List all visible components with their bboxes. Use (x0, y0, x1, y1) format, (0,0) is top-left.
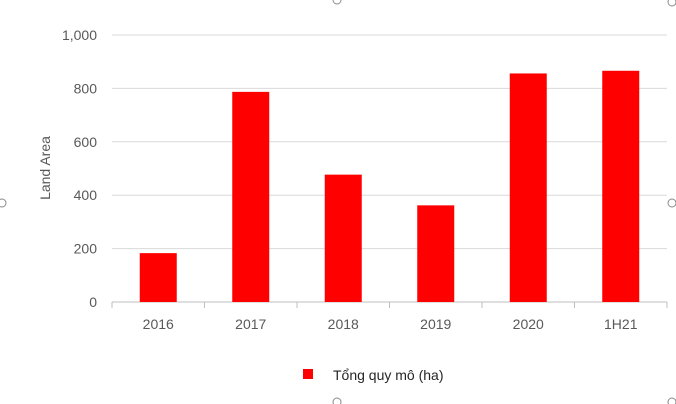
plot-area: 0 200 400 600 800 1,000 2016 2017 2018 2019 2020 1H… (62, 27, 668, 332)
bar-2017 (232, 91, 270, 302)
legend-label: Tổng quy mô (ha) (333, 367, 444, 383)
legend: Tổng quy mô (ha) (303, 367, 444, 383)
bar-2020 (509, 73, 547, 302)
bar-2016 (139, 253, 177, 302)
legend-swatch (303, 369, 313, 379)
x-tick-label: 2017 (235, 316, 266, 332)
y-axis-title: Land Area (37, 136, 53, 200)
x-tick-label: 1H21 (604, 316, 638, 332)
y-tick-label: 0 (89, 294, 97, 310)
y-tick-label: 600 (74, 134, 98, 150)
resize-handle-middle-left[interactable] (0, 198, 7, 208)
y-tick-label: 200 (74, 241, 98, 257)
x-tick-label: 2018 (328, 316, 359, 332)
bar-1H21 (602, 70, 640, 302)
resize-handle-top-right[interactable] (667, 0, 676, 7)
resize-handle-top-center[interactable] (332, 0, 342, 5)
resize-handle-middle-right[interactable] (667, 198, 676, 208)
x-tick-label: 2019 (420, 316, 451, 332)
bar-2019 (417, 205, 455, 302)
y-tick-label: 800 (74, 80, 98, 96)
bar-2018 (324, 174, 362, 302)
resize-handle-bottom-center[interactable] (332, 397, 342, 404)
y-tick-label: 400 (74, 187, 98, 203)
x-tick-label: 2016 (143, 316, 174, 332)
y-tick-label: 1,000 (62, 27, 97, 43)
resize-handle-bottom-right[interactable] (667, 397, 676, 404)
x-tick-label: 2020 (513, 316, 544, 332)
